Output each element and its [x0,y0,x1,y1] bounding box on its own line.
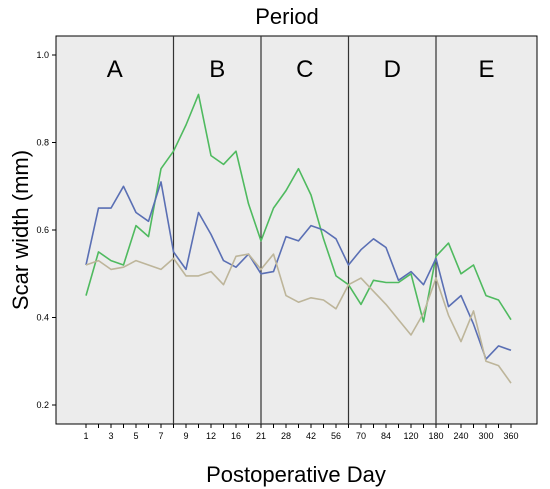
period-label-c: C [296,56,313,83]
series-line-1 [85,93,512,323]
x-tick-label: 240 [453,431,468,441]
x-tick-label: 56 [331,431,341,441]
series-line-3 [85,253,512,384]
x-tick-label: 84 [381,431,391,441]
x-tick-label: 180 [428,431,443,441]
x-tick-label: 16 [231,431,241,441]
y-tick-label: 0.4 [36,313,49,323]
chart-title: Period [255,4,319,29]
x-tick-label: 28 [281,431,291,441]
x-tick-label: 7 [158,431,163,441]
y-tick-label: 0.2 [36,400,49,410]
x-tick-label: 300 [478,431,493,441]
x-tick-label: 5 [133,431,138,441]
period-label-d: D [384,56,401,83]
x-tick-label: 9 [183,431,188,441]
period-label-b: B [209,56,225,83]
x-tick-label: 42 [306,431,316,441]
y-tick-label: 0.6 [36,225,49,235]
x-tick-label: 12 [206,431,216,441]
series-line-2 [85,181,512,360]
x-tick-label: 360 [503,431,518,441]
x-axis-label: Postoperative Day [206,462,386,487]
x-tick-label: 21 [256,431,266,441]
period-label-e: E [478,56,494,83]
x-tick-label: 1 [83,431,88,441]
y-tick-label: 0.8 [36,138,49,148]
y-tick-label: 1.0 [36,50,49,60]
x-tick-label: 70 [356,431,366,441]
x-tick-label: 120 [403,431,418,441]
x-tick-label: 3 [108,431,113,441]
plot-area: A B C D E 0.2 0.4 0.6 0.8 1.0 1 3 5 7 9 12 16 21 28 42 56 70 8… [36,35,538,441]
y-axis-label: Scar width (mm) [8,150,33,310]
period-label-a: A [107,56,123,83]
plot-background [55,35,538,425]
